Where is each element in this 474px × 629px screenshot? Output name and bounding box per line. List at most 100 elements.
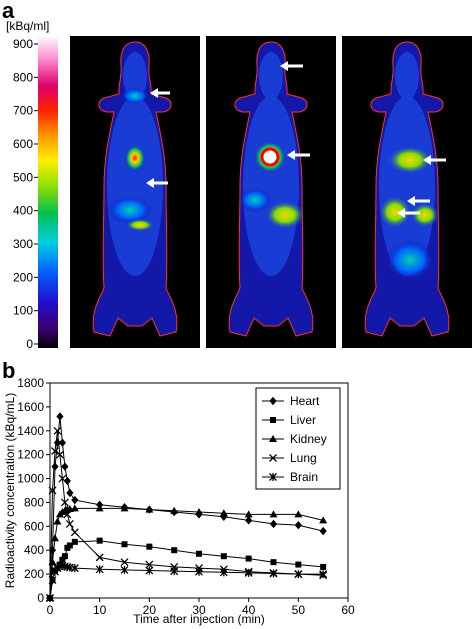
data-point — [65, 519, 74, 528]
data-point — [146, 543, 153, 550]
legend-label: Brain — [290, 470, 318, 484]
data-point — [58, 474, 67, 483]
data-point — [70, 564, 79, 573]
data-point — [51, 462, 59, 471]
x-tick-label: 10 — [93, 603, 107, 617]
data-point — [195, 508, 203, 515]
data-point — [170, 506, 179, 514]
scale-tick-label: 500 — [13, 170, 33, 184]
data-point — [63, 510, 72, 519]
data-point — [120, 504, 129, 512]
data-point — [66, 542, 73, 549]
data-point — [145, 560, 154, 569]
legend-label: Heart — [290, 394, 320, 408]
data-point — [58, 438, 67, 447]
panel-b-letter: b — [2, 358, 15, 383]
x-axis-label: Time after injection (min) — [133, 612, 265, 626]
data-point — [121, 541, 128, 548]
data-point — [244, 510, 253, 518]
scale-tick-label: 600 — [13, 137, 33, 151]
data-point — [48, 576, 57, 585]
x-tick-label: 40 — [242, 603, 256, 617]
scale-tick-label: 0 — [26, 337, 33, 351]
data-point — [61, 462, 69, 471]
legend-marker — [269, 454, 277, 462]
x-tick-label: 20 — [143, 603, 157, 617]
x-tick-label: 0 — [47, 603, 54, 617]
series-brain — [46, 561, 328, 602]
y-tick-label: 1200 — [17, 448, 44, 462]
data-point — [53, 517, 62, 525]
data-point — [196, 550, 202, 557]
data-point — [269, 519, 278, 529]
data-point — [46, 594, 54, 602]
data-point — [294, 520, 302, 530]
color-scale-bar — [38, 36, 58, 348]
data-point — [145, 566, 154, 575]
y-tick-label: 0 — [37, 591, 44, 605]
data-point — [319, 526, 327, 536]
y-tick-label: 800 — [24, 495, 44, 509]
data-point — [294, 510, 303, 518]
data-point — [220, 512, 228, 521]
legend-label: Liver — [290, 413, 316, 427]
data-point — [61, 553, 68, 560]
data-point — [219, 568, 228, 577]
data-point — [71, 495, 79, 505]
data-point — [66, 488, 74, 498]
data-point — [294, 570, 303, 579]
pet-image-2 — [206, 36, 336, 348]
legend-label: Kidney — [290, 432, 327, 446]
y-tick-label: 1400 — [17, 424, 44, 438]
data-point — [48, 546, 57, 555]
data-point — [269, 510, 278, 518]
data-point — [70, 504, 79, 512]
scale-tick-label: 100 — [13, 304, 33, 318]
data-point — [244, 568, 253, 577]
data-point — [245, 555, 252, 562]
data-point — [270, 559, 277, 566]
data-point — [120, 558, 129, 567]
scale-tick-label: 200 — [13, 270, 33, 284]
data-point — [295, 561, 302, 568]
data-point — [50, 534, 59, 542]
series-kidney — [46, 504, 328, 601]
legend: Heart Liver Kidney Lung Brain — [255, 387, 341, 490]
y-tick-label: 600 — [24, 519, 44, 533]
data-point — [71, 538, 78, 545]
data-point — [219, 509, 228, 517]
x-tick-label: 30 — [192, 603, 206, 617]
legend-marker — [269, 473, 277, 481]
data-point — [269, 569, 278, 578]
data-point — [245, 516, 253, 525]
legend-label: Lung — [290, 451, 317, 465]
pet-image-1 — [70, 36, 200, 348]
data-point — [120, 565, 129, 574]
y-tick-label: 1000 — [17, 472, 44, 486]
data-point — [319, 570, 328, 579]
data-point — [95, 553, 104, 562]
scale-tick-label: 300 — [13, 237, 33, 251]
x-tick-label: 60 — [341, 603, 355, 617]
y-tick-label: 200 — [24, 567, 44, 581]
data-point — [171, 547, 178, 554]
x-tick-label: 50 — [292, 603, 306, 617]
line-chart: 0 200 400 600 800 1000 1200 1400 1600 1800 0 10 20 30… — [3, 376, 355, 626]
data-point — [145, 505, 154, 513]
scale-tick-label: 400 — [13, 204, 33, 218]
scale-tick-label: 700 — [13, 104, 33, 118]
scale-tick-label: 900 — [13, 37, 33, 51]
scale-unit-label: [kBq/ml] — [6, 19, 49, 33]
series-line — [49, 507, 324, 599]
data-point — [53, 426, 62, 435]
data-point — [59, 556, 66, 563]
data-point — [95, 565, 104, 574]
panel-a-letter: a — [2, 0, 15, 23]
data-point — [220, 553, 227, 560]
data-point — [95, 504, 104, 512]
y-axis-label: Radioactivity concentration (kBq/mL) — [3, 393, 17, 588]
legend-marker — [269, 435, 277, 442]
y-tick-label: 1800 — [17, 376, 44, 390]
scale-tick-label: 800 — [13, 70, 33, 84]
